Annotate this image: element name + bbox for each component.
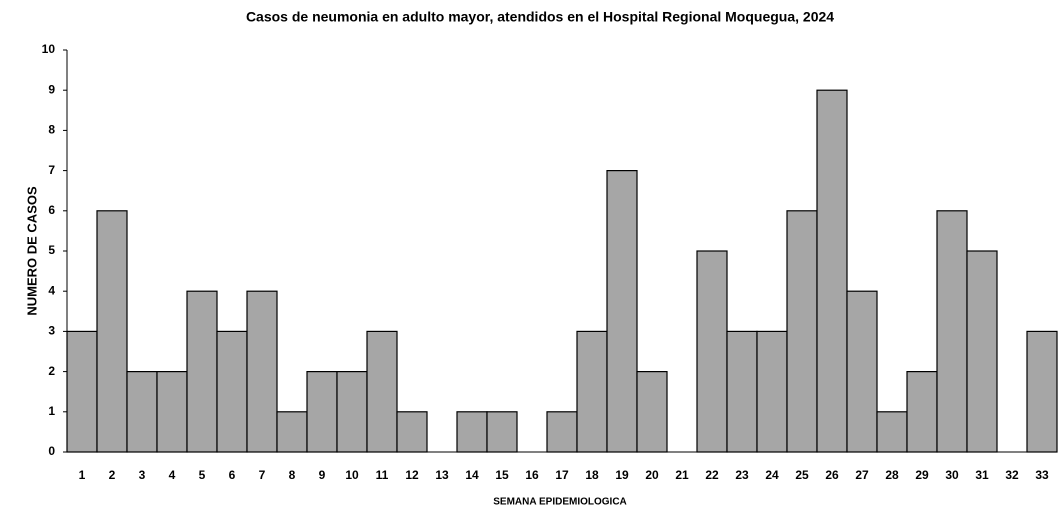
x-tick-label: 26 (825, 468, 839, 482)
x-tick-label: 4 (169, 468, 176, 482)
x-tick-label: 2 (109, 468, 116, 482)
x-tick-label: 32 (1005, 468, 1019, 482)
x-tick-label: 3 (139, 468, 146, 482)
x-tick-label: 33 (1035, 468, 1049, 482)
bar (366, 330, 398, 453)
x-tick-label: 9 (319, 468, 326, 482)
bar (126, 371, 158, 453)
bar (1026, 330, 1058, 453)
bar (606, 170, 638, 453)
bar (336, 371, 368, 453)
y-tick-label: 10 (42, 42, 56, 56)
x-tick-label: 24 (765, 468, 779, 482)
y-tick-label: 2 (48, 364, 55, 378)
x-tick-label: 22 (705, 468, 719, 482)
x-tick-label: 1 (79, 468, 86, 482)
bar (906, 371, 938, 453)
x-tick-label: 15 (495, 468, 509, 482)
x-tick-label: 16 (525, 468, 539, 482)
bar (546, 411, 578, 453)
y-tick-label: 1 (48, 404, 55, 418)
x-tick-label: 13 (435, 468, 449, 482)
bar (156, 371, 188, 453)
bar (816, 89, 848, 453)
x-tick-label: 6 (229, 468, 236, 482)
x-tick-label: 21 (675, 468, 689, 482)
x-tick-label: 20 (645, 468, 659, 482)
x-tick-label: 31 (975, 468, 989, 482)
chart-title: Casos de neumonia en adulto mayor, atend… (246, 9, 834, 25)
x-tick-label: 29 (915, 468, 929, 482)
bar (846, 290, 878, 453)
x-tick-label: 5 (199, 468, 206, 482)
y-tick-label: 9 (48, 82, 55, 96)
bar (456, 411, 488, 453)
x-tick-label: 11 (376, 468, 389, 482)
x-tick-label: 28 (885, 468, 899, 482)
bar (486, 411, 518, 453)
x-tick-label: 18 (585, 468, 599, 482)
y-tick-label: 4 (48, 283, 55, 297)
bar (696, 250, 728, 453)
y-tick-label: 8 (48, 123, 55, 137)
x-tick-label: 23 (735, 468, 749, 482)
x-axis-label: SEMANA EPIDEMIOLOGICA (493, 497, 627, 508)
x-tick-label: 12 (405, 468, 419, 482)
bar (636, 371, 668, 453)
x-tick-label: 27 (855, 468, 869, 482)
bar (756, 330, 788, 453)
bar (96, 210, 128, 453)
y-tick-label: 0 (48, 444, 55, 458)
bar (66, 330, 98, 453)
x-tick-label: 25 (795, 468, 809, 482)
bar (216, 330, 248, 453)
bar (276, 411, 308, 453)
bar (966, 250, 998, 453)
bar (246, 290, 278, 453)
y-tick-label: 6 (48, 203, 55, 217)
x-tick-label: 8 (289, 468, 296, 482)
bar (876, 411, 908, 453)
bar (576, 330, 608, 453)
x-tick-label: 19 (615, 468, 629, 482)
y-tick-label: 7 (48, 163, 55, 177)
bar (306, 371, 338, 453)
x-tick-label: 14 (465, 468, 479, 482)
bar (726, 330, 758, 453)
y-tick-label: 5 (48, 243, 55, 257)
x-tick-label: 30 (945, 468, 959, 482)
y-tick-label: 3 (48, 324, 55, 338)
bar (786, 210, 818, 453)
x-tick-label: 17 (555, 468, 569, 482)
bar (396, 411, 428, 453)
y-axis-label: NUMERO DE CASOS (24, 186, 39, 316)
x-tick-label: 7 (259, 468, 266, 482)
bar (936, 210, 968, 453)
x-tick-label: 10 (345, 468, 359, 482)
bar (186, 290, 218, 453)
